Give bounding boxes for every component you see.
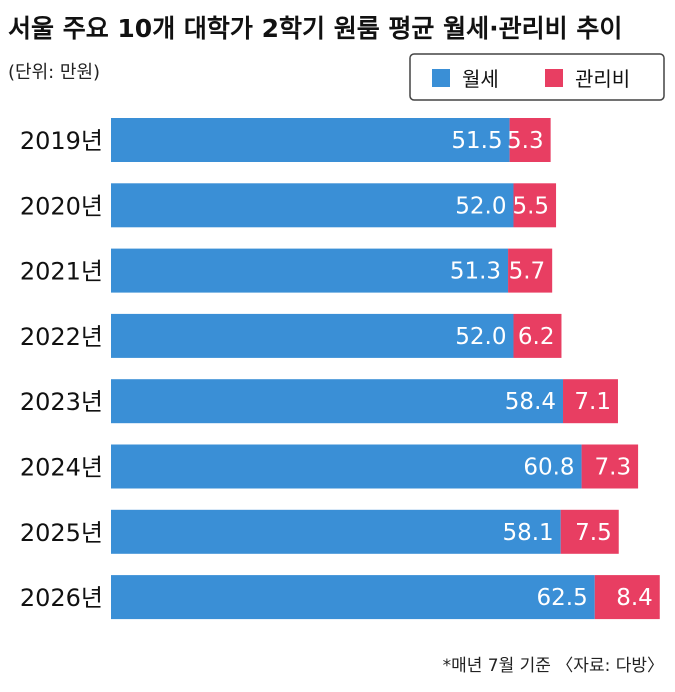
category-label-5: 2024년 bbox=[20, 454, 103, 482]
bar-fee-0 bbox=[509, 118, 551, 162]
legend-swatch-rent bbox=[432, 69, 450, 87]
legend-box bbox=[409, 53, 665, 101]
value-label-rent-4: 58.4 bbox=[505, 389, 556, 415]
value-label-rent-0: 51.5 bbox=[451, 128, 502, 154]
value-label-rent-2: 51.3 bbox=[450, 259, 501, 285]
category-label-0: 2019년 bbox=[20, 127, 103, 155]
value-label-rent-6: 58.1 bbox=[502, 520, 553, 546]
value-label-rent-5: 60.8 bbox=[523, 455, 574, 481]
bar-fee-5 bbox=[581, 444, 639, 489]
category-label-3: 2022년 bbox=[20, 323, 103, 351]
value-label-fee-7: 8.4 bbox=[616, 585, 653, 611]
value-label-rent-1: 52.0 bbox=[455, 193, 506, 219]
bar-rent-6 bbox=[111, 509, 561, 554]
value-label-fee-0: 5.3 bbox=[507, 128, 544, 154]
bar-fee-6 bbox=[560, 509, 619, 554]
bar-rent-0 bbox=[111, 118, 510, 162]
bar-rent-3 bbox=[111, 313, 514, 358]
bar-rent-2 bbox=[111, 248, 509, 293]
unit-note: (단위: 만원) bbox=[8, 62, 100, 83]
category-label-2: 2021년 bbox=[20, 258, 103, 286]
bar-rent-7 bbox=[111, 575, 595, 620]
bar-fee-2 bbox=[508, 248, 553, 293]
category-label-7: 2026년 bbox=[20, 584, 103, 612]
legend: 월세 관리비 bbox=[409, 53, 665, 101]
bar-fee-7 bbox=[594, 575, 660, 620]
bar-rent-5 bbox=[111, 444, 582, 489]
bar-rent-1 bbox=[111, 183, 514, 228]
value-label-fee-6: 7.5 bbox=[575, 520, 612, 546]
source-note: *매년 7월 기준 〈자료: 다방〉 bbox=[443, 656, 664, 676]
legend-label-rent: 월세 bbox=[462, 67, 499, 91]
value-label-fee-2: 5.7 bbox=[509, 259, 546, 285]
value-label-rent-3: 52.0 bbox=[455, 324, 506, 350]
value-label-fee-3: 6.2 bbox=[518, 324, 555, 350]
bar-fee-3 bbox=[513, 313, 562, 358]
value-label-fee-5: 7.3 bbox=[595, 455, 632, 481]
value-label-fee-1: 5.5 bbox=[512, 193, 549, 219]
bar-fee-1 bbox=[513, 183, 557, 228]
bar-fee-4 bbox=[563, 379, 618, 424]
value-label-rent-7: 62.5 bbox=[537, 585, 588, 611]
bar-rent-4 bbox=[111, 379, 564, 424]
chart-title: 서울 주요 10개 대학가 2학기 원룸 평균 월세·관리비 추이 bbox=[8, 14, 622, 43]
value-label-fee-4: 7.1 bbox=[574, 389, 611, 415]
legend-swatch-fee bbox=[545, 69, 563, 87]
category-label-1: 2020년 bbox=[20, 192, 103, 220]
category-label-4: 2023년 bbox=[20, 388, 103, 416]
legend-label-fee: 관리비 bbox=[575, 67, 630, 91]
category-label-6: 2025년 bbox=[20, 519, 103, 547]
